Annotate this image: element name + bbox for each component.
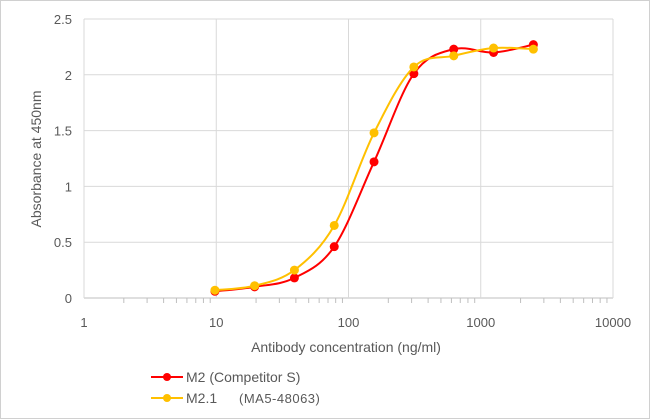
legend-marker-m21 bbox=[163, 394, 171, 402]
legend: M2 (Competitor S) M2.1 (MA5-48063) bbox=[151, 369, 320, 406]
data-point-series-1 bbox=[528, 44, 538, 54]
y-axis-label: Absorbance at 450nm bbox=[28, 91, 44, 228]
data-point-series-1 bbox=[449, 51, 459, 61]
data-point-series-0 bbox=[329, 242, 339, 252]
x-tick-label: 1000 bbox=[466, 315, 495, 330]
x-tick-label: 10 bbox=[209, 315, 223, 330]
legend-label-m21: M2.1 bbox=[186, 390, 217, 406]
data-point-series-0 bbox=[369, 157, 379, 167]
legend-label-m21-suffix: (MA5-48063) bbox=[239, 391, 320, 406]
data-point-series-1 bbox=[250, 281, 260, 291]
data-point-series-1 bbox=[289, 265, 299, 275]
x-tick-label: 100 bbox=[338, 315, 360, 330]
x-axis-label: Antibody concentration (ng/ml) bbox=[251, 339, 441, 355]
y-tick-label: 0.5 bbox=[54, 235, 72, 250]
tick-labels: 0 0.5 1 1.5 2 2.5 1 10 100 1000 10000 bbox=[54, 12, 631, 330]
y-tick-label: 1 bbox=[65, 179, 72, 194]
grid bbox=[83, 18, 614, 303]
data-point-series-0 bbox=[449, 44, 459, 54]
series-line-0 bbox=[214, 43, 534, 293]
series-line-1 bbox=[214, 46, 534, 292]
data-point-series-1 bbox=[489, 43, 499, 53]
legend-label-m2: M2 (Competitor S) bbox=[186, 369, 300, 385]
data-point-series-1 bbox=[409, 62, 419, 72]
data-point-series-1 bbox=[369, 128, 379, 138]
series-group bbox=[210, 40, 538, 296]
x-tick-label: 1 bbox=[80, 315, 87, 330]
y-tick-label: 0 bbox=[65, 291, 72, 306]
data-point-series-1 bbox=[329, 220, 339, 230]
data-point-series-0 bbox=[289, 273, 299, 283]
legend-marker-m2 bbox=[163, 373, 171, 381]
x-tick-label: 10000 bbox=[595, 315, 631, 330]
data-point-series-0 bbox=[409, 69, 419, 79]
y-tick-label: 1.5 bbox=[54, 124, 72, 139]
y-tick-label: 2 bbox=[65, 68, 72, 83]
data-point-series-1 bbox=[210, 285, 220, 295]
y-tick-label: 2.5 bbox=[54, 12, 72, 27]
